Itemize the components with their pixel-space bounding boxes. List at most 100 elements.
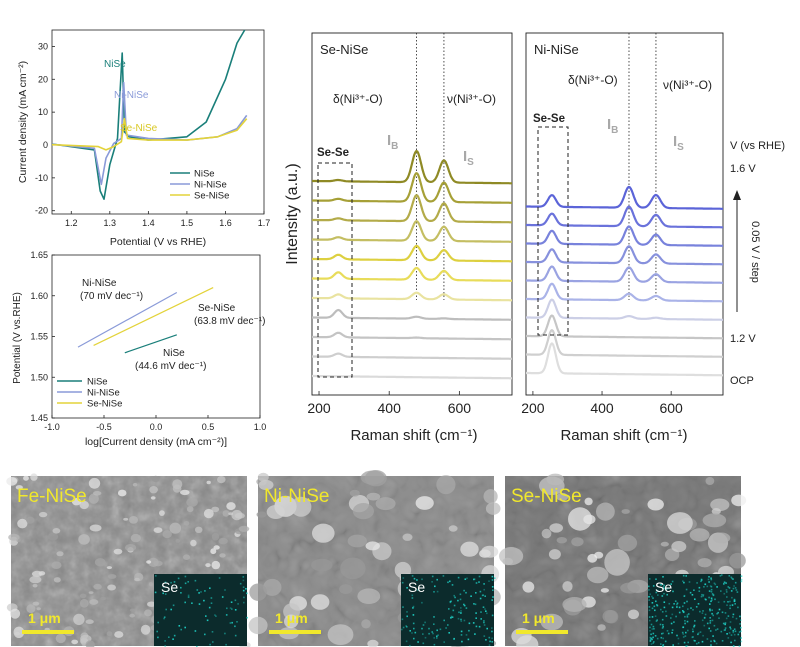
se-map-dot [683, 594, 686, 597]
tafel-x-tick-label: -0.5 [96, 422, 112, 432]
se-map-dot [652, 632, 655, 635]
se-map-dot [214, 614, 216, 616]
sem-panel: Ni-NiSe 1 μm Se [248, 470, 501, 647]
sem-grain [31, 570, 43, 578]
se-map-dot [717, 601, 720, 603]
raman-se-trace [312, 244, 512, 263]
se-map-dot [699, 631, 702, 633]
se-map-dot [655, 578, 657, 580]
sem-grain [151, 475, 160, 483]
se-map-dot [406, 587, 408, 589]
se-map-dot [727, 586, 730, 588]
se-map-dot [649, 619, 651, 622]
raman-ni-ticks: 200 400 600 [521, 391, 683, 416]
se-map-dot [172, 604, 175, 607]
se-map-dot [234, 599, 237, 602]
se-map-dot [652, 585, 655, 587]
se-map-dot [406, 611, 408, 613]
se-map-dot [173, 634, 176, 637]
se-map-dot [727, 615, 730, 617]
se-map-dot [433, 616, 435, 618]
se-map-dot [719, 575, 722, 577]
sem-grain [218, 537, 228, 545]
sem-grain [79, 598, 89, 608]
se-map-dot [479, 597, 482, 600]
sem-grain [483, 489, 498, 504]
se-map-dot [737, 606, 739, 609]
se-map-dot [733, 600, 736, 603]
se-map-dot [702, 595, 704, 597]
se-map-dot [168, 636, 170, 638]
raman-se-x-tick-label: 200 [307, 400, 331, 416]
se-map-dot [710, 588, 713, 591]
se-map-dot [473, 603, 475, 605]
sem-grain [149, 486, 158, 494]
se-map-dot [691, 628, 694, 630]
se-map-dot [187, 596, 190, 598]
se-map-dot [724, 622, 727, 624]
sem-grain [584, 497, 593, 506]
raman-ni-nu-label: ν(Ni³⁺-O) [663, 78, 712, 92]
sem-grain [89, 599, 99, 605]
se-map-dot [723, 600, 726, 603]
se-map-dot [677, 637, 680, 640]
cv-x-tick-label: 1.5 [181, 218, 194, 228]
se-map-dot [694, 640, 696, 642]
se-map-dot [225, 643, 227, 646]
se-map-dot [731, 604, 734, 606]
se-map-dot [412, 607, 414, 609]
raman-se-traces [312, 150, 512, 380]
se-map-dot [663, 587, 665, 590]
se-map-dot [486, 612, 488, 615]
sem-grain [481, 545, 499, 558]
sem-grain [367, 639, 379, 647]
se-map-dot [686, 620, 689, 623]
se-map-dot [242, 576, 245, 578]
se-map-dot [413, 627, 415, 630]
se-map-dot [184, 601, 186, 604]
se-map-dot [687, 641, 689, 644]
se-map-dot [653, 641, 655, 643]
tafel-x-tick-label: 0.0 [150, 422, 163, 432]
se-map-dot [733, 633, 736, 636]
se-map-dot [697, 632, 700, 634]
se-map-dot [491, 599, 493, 601]
sem-grain [150, 496, 156, 500]
sem-grain [436, 475, 456, 495]
se-map-dot [721, 611, 724, 614]
sem-grain [88, 493, 99, 504]
sem-grain [93, 517, 102, 525]
se-map-dot [724, 629, 726, 631]
se-map-dot [713, 624, 716, 627]
sem-grain [29, 575, 42, 584]
se-map-dot [716, 586, 718, 588]
se-map-dot [685, 575, 687, 577]
raman-y-axis-label: Intensity (a.u.) [284, 163, 301, 264]
raman-ni-x-tick-label: 600 [659, 400, 683, 416]
cv-y-tick-label: 10 [38, 107, 48, 117]
se-map-dot [234, 625, 236, 628]
se-map-dot [650, 633, 652, 636]
se-map-dot [210, 602, 213, 604]
se-map-dot [661, 595, 664, 597]
se-map-dot [723, 629, 726, 631]
se-map-dot [209, 587, 211, 589]
se-map-dot [663, 601, 666, 603]
se-map-dot [402, 606, 404, 608]
se-map-dot [697, 603, 700, 605]
se-map-dot [683, 595, 686, 597]
se-map-dot [713, 640, 716, 643]
se-map-dot [484, 595, 486, 597]
se-map-dot [682, 605, 684, 608]
se-map-dot [739, 615, 741, 618]
se-map-dot [204, 633, 206, 636]
se-map-dot [729, 604, 731, 607]
sem-grain [375, 497, 396, 511]
se-map-dot [650, 643, 653, 645]
sem-grain [129, 608, 136, 612]
se-map-dot [659, 623, 662, 626]
sem-grain [249, 583, 267, 601]
se-map-dot [700, 580, 702, 583]
sem-grain [55, 544, 62, 550]
